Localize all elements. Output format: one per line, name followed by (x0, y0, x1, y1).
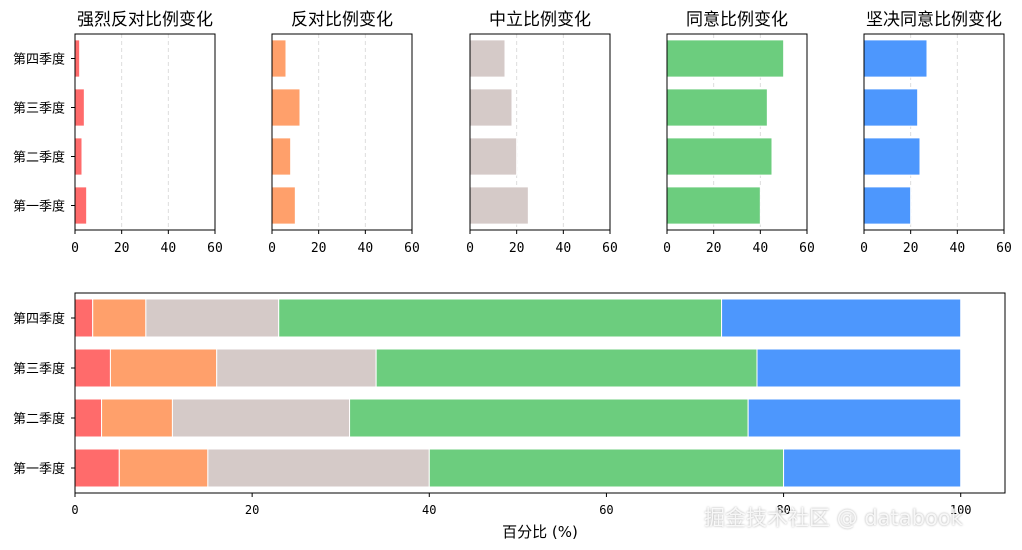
bar-segment (207, 448, 430, 488)
bar (666, 186, 761, 225)
subplot-3: 0 20 40 60 同意比例变化 (663, 10, 815, 256)
subplot-1: 0 20 40 60 反对比例变化 (268, 10, 420, 256)
bar (863, 88, 919, 127)
x-tick-label: 60 (996, 241, 1012, 256)
x-tick-label: 40 (161, 241, 177, 256)
bar (666, 137, 773, 176)
x-tick-label: 20 (311, 241, 327, 256)
bar (271, 186, 296, 225)
subplot-4: 0 20 40 60 坚决同意比例变化 (860, 10, 1012, 256)
bar-segment (171, 398, 351, 438)
bar-segment (74, 448, 120, 488)
x-tick-label: 80 (776, 503, 790, 517)
bar-segment (101, 398, 173, 438)
y-tick-label: 第三季度 (13, 361, 65, 377)
axes-frame (863, 33, 1005, 231)
bar-segment (216, 348, 377, 388)
x-tick-label: 60 (207, 241, 223, 256)
bar (666, 88, 768, 127)
x-tick-label: 20 (706, 241, 722, 256)
bar (271, 88, 301, 127)
bar (74, 186, 88, 225)
x-tick-label: 20 (903, 241, 919, 256)
axes-frame (469, 33, 611, 231)
y-tick-label: 第二季度 (13, 150, 65, 166)
subplot-title: 强烈反对比例变化 (77, 10, 213, 30)
bar (863, 39, 928, 78)
x-tick-label: 0 (268, 241, 276, 256)
x-tick-label: 0 (71, 503, 78, 517)
x-tick-label: 100 (950, 503, 972, 517)
subplot-5: 第一季度 第二季度 第三季度 第四季度 0 20 40 60 80 100 百分比 (%) (13, 292, 1006, 541)
subplot-title: 反对比例变化 (291, 10, 393, 30)
x-tick-label: 40 (950, 241, 966, 256)
y-tick-label: 第三季度 (13, 101, 65, 117)
bar-segment (747, 398, 962, 438)
bar-segment (783, 448, 962, 488)
x-tick-label: 60 (404, 241, 420, 256)
bar-segment (92, 298, 147, 338)
bar (469, 88, 513, 127)
x-tick-label: 60 (799, 241, 815, 256)
watermark: 掘金技术社区 @ databook (704, 506, 963, 530)
axes-frame (666, 33, 808, 231)
bar-segment (278, 298, 723, 338)
x-tick-label: 60 (599, 503, 613, 517)
axes-frame (74, 33, 216, 231)
x-tick-label: 20 (114, 241, 130, 256)
axes-frame (74, 292, 1006, 494)
x-axis-label: 百分比 (%) (502, 523, 578, 541)
bar-segment (145, 298, 280, 338)
x-tick-label: 20 (245, 503, 259, 517)
bar (74, 39, 81, 78)
bar (469, 186, 529, 225)
bar (863, 186, 912, 225)
subplot-title: 坚决同意比例变化 (866, 10, 1002, 30)
bar (863, 137, 921, 176)
bar-segment (428, 448, 785, 488)
bar-segment (721, 298, 962, 338)
bar-segment (74, 348, 111, 388)
bar-segment (349, 398, 749, 438)
bar (74, 137, 83, 176)
bar (469, 39, 506, 78)
bar-segment (118, 448, 209, 488)
y-tick-label: 第四季度 (13, 311, 65, 327)
bar-segment (74, 298, 94, 338)
x-tick-label: 40 (358, 241, 374, 256)
subplot-title: 中立比例变化 (489, 10, 591, 30)
bar (271, 137, 292, 176)
bar (469, 137, 518, 176)
bar-segment (74, 398, 103, 438)
y-tick-label: 第二季度 (13, 411, 65, 427)
bar-segment (375, 348, 758, 388)
bar (666, 39, 785, 78)
x-tick-label: 60 (602, 241, 618, 256)
x-tick-label: 0 (466, 241, 474, 256)
y-tick-label: 第一季度 (13, 199, 65, 215)
bar (271, 39, 287, 78)
subplot-2: 0 20 40 60 中立比例变化 (466, 10, 618, 256)
subplot-title: 同意比例变化 (686, 10, 788, 30)
x-tick-label: 40 (556, 241, 572, 256)
x-tick-label: 0 (860, 241, 868, 256)
x-tick-label: 0 (71, 241, 79, 256)
x-tick-label: 20 (509, 241, 525, 256)
x-tick-label: 40 (753, 241, 769, 256)
bar-segment (109, 348, 218, 388)
axes-frame (271, 33, 413, 231)
y-tick-label: 第一季度 (13, 461, 65, 477)
x-tick-label: 0 (663, 241, 671, 256)
x-tick-label: 40 (422, 503, 436, 517)
y-tick-label: 第四季度 (13, 52, 65, 68)
bar (74, 88, 85, 127)
subplot-0: 第一季度 第二季度 第三季度 第四季度 0 20 40 60 强烈反对比例变化 (13, 10, 223, 256)
bar-segment (756, 348, 962, 388)
